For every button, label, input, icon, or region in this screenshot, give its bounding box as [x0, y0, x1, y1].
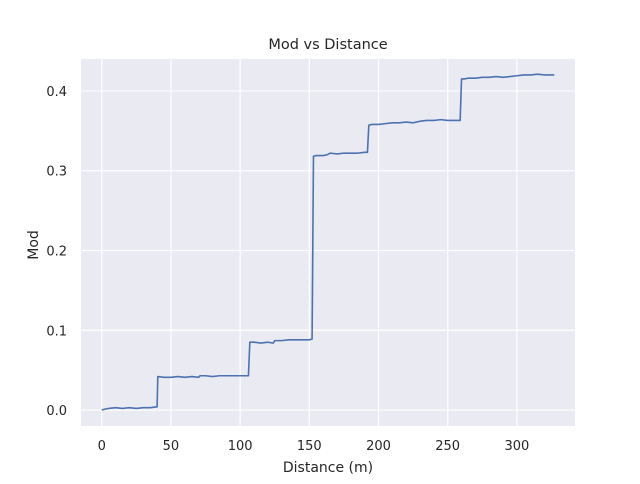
y-tick-label: 0.4: [46, 85, 67, 100]
x-tick-label: 200: [366, 439, 391, 454]
x-tick-label: 150: [297, 439, 322, 454]
y-tick-label: 0.0: [46, 404, 67, 419]
y-axis-label: Mod: [26, 230, 42, 260]
x-tick-label: 0: [98, 439, 106, 454]
series-line-0: [101, 73, 555, 411]
y-axis-ticks: 0.0 0.1 0.2 0.3 0.4: [46, 85, 67, 419]
y-tick-label: 0.2: [46, 244, 67, 259]
x-tick-label: 300: [504, 439, 529, 454]
chart-title: Mod vs Distance: [268, 37, 387, 53]
plot-area: [81, 59, 575, 426]
x-axis-ticks: 0 50 100 150 200 250 300: [98, 439, 530, 454]
x-tick-label: 100: [228, 439, 253, 454]
x-axis-label: Distance (m): [283, 460, 373, 476]
x-tick-label: 50: [163, 439, 180, 454]
y-tick-label: 0.3: [46, 165, 67, 180]
y-tick-label: 0.1: [46, 324, 67, 339]
x-tick-label: 250: [435, 439, 460, 454]
series-layer: [101, 73, 555, 411]
